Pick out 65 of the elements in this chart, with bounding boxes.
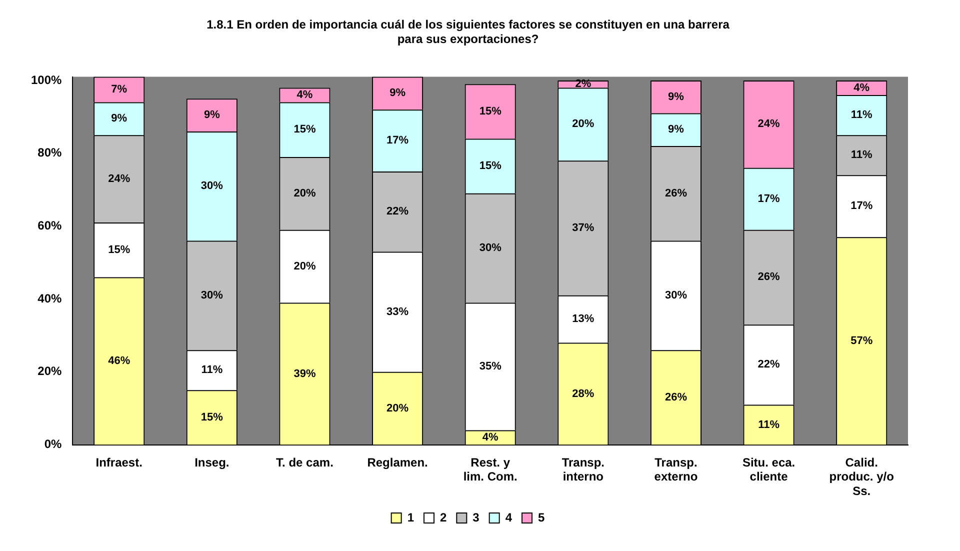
x-tick-label: Situ. eca. cliente (742, 455, 796, 484)
data-label: 26% (664, 391, 688, 404)
x-tick-label: T. de cam. (276, 455, 334, 470)
data-label: 35% (479, 360, 502, 372)
legend-label: 5 (538, 510, 546, 524)
data-label: 11% (850, 149, 873, 162)
data-label: 17% (758, 192, 780, 205)
data-label: 11% (758, 418, 780, 431)
data-label: 15% (479, 160, 502, 172)
data-label: 20% (294, 187, 316, 200)
y-tick-label: 0% (44, 437, 62, 452)
data-label: 22% (758, 358, 780, 371)
data-label: 22% (386, 206, 409, 218)
x-tick-label: Calid. produc. y/o Ss. (829, 455, 894, 498)
data-label: 24% (108, 172, 130, 185)
data-label: 37% (572, 222, 594, 234)
data-label: 30% (664, 289, 688, 302)
data-label: 30% (479, 242, 502, 254)
data-label: 9% (668, 90, 684, 103)
data-label: 4% (482, 432, 499, 444)
data-label: 9% (668, 124, 684, 136)
x-tick-label: Infraest. (96, 455, 142, 470)
data-label: 39% (294, 368, 316, 380)
data-label: 4% (854, 82, 870, 94)
data-label: 11% (850, 109, 873, 122)
data-label: 20% (294, 260, 316, 272)
data-label: 7% (111, 84, 128, 96)
legend-label: 4 (505, 510, 512, 524)
data-label: 15% (294, 124, 316, 136)
data-label: 57% (850, 334, 873, 347)
legend-label: 2 (440, 510, 447, 524)
data-label: 15% (479, 105, 502, 118)
data-label: 28% (572, 388, 594, 400)
data-label: 13% (572, 313, 594, 326)
x-tick-label: Reglamen. (367, 455, 428, 470)
x-tick-label: Transp. interno (562, 455, 604, 484)
data-label: 15% (108, 244, 130, 256)
x-tick-label: Rest. y lim. Com. (463, 455, 518, 484)
legend-label: 3 (472, 510, 480, 524)
data-label: 17% (850, 200, 873, 212)
data-label: 17% (386, 134, 409, 147)
data-label: 11% (201, 364, 223, 376)
data-label: 4% (296, 89, 313, 102)
data-label: 24% (758, 118, 780, 130)
data-label: 20% (572, 118, 594, 130)
y-tick-label: 60% (38, 218, 62, 232)
chart-title: 1.8.1 En orden de importancia cuál de los siguientes factores se constituyen en una barrera para sus exportaciones? (206, 18, 730, 46)
data-label: 20% (386, 402, 409, 414)
data-label: 30% (200, 180, 224, 192)
data-label: 26% (664, 187, 688, 200)
legend-label: 1 (407, 510, 414, 524)
data-label: 30% (200, 289, 224, 302)
y-tick-label: 80% (38, 146, 62, 160)
y-tick-label: 40% (38, 291, 62, 306)
data-label: 26% (758, 271, 780, 284)
x-tick-label: Inseg. (194, 455, 230, 470)
data-label: 46% (108, 355, 130, 368)
data-label: 15% (200, 412, 224, 424)
data-label: 9% (111, 112, 128, 125)
x-tick-label: Transp. externo (654, 455, 698, 484)
data-label: 9% (390, 87, 406, 100)
y-tick-label: 100% (30, 72, 62, 87)
data-label: 33% (386, 306, 409, 318)
data-label: 9% (204, 109, 220, 122)
y-tick-label: 20% (38, 364, 62, 378)
